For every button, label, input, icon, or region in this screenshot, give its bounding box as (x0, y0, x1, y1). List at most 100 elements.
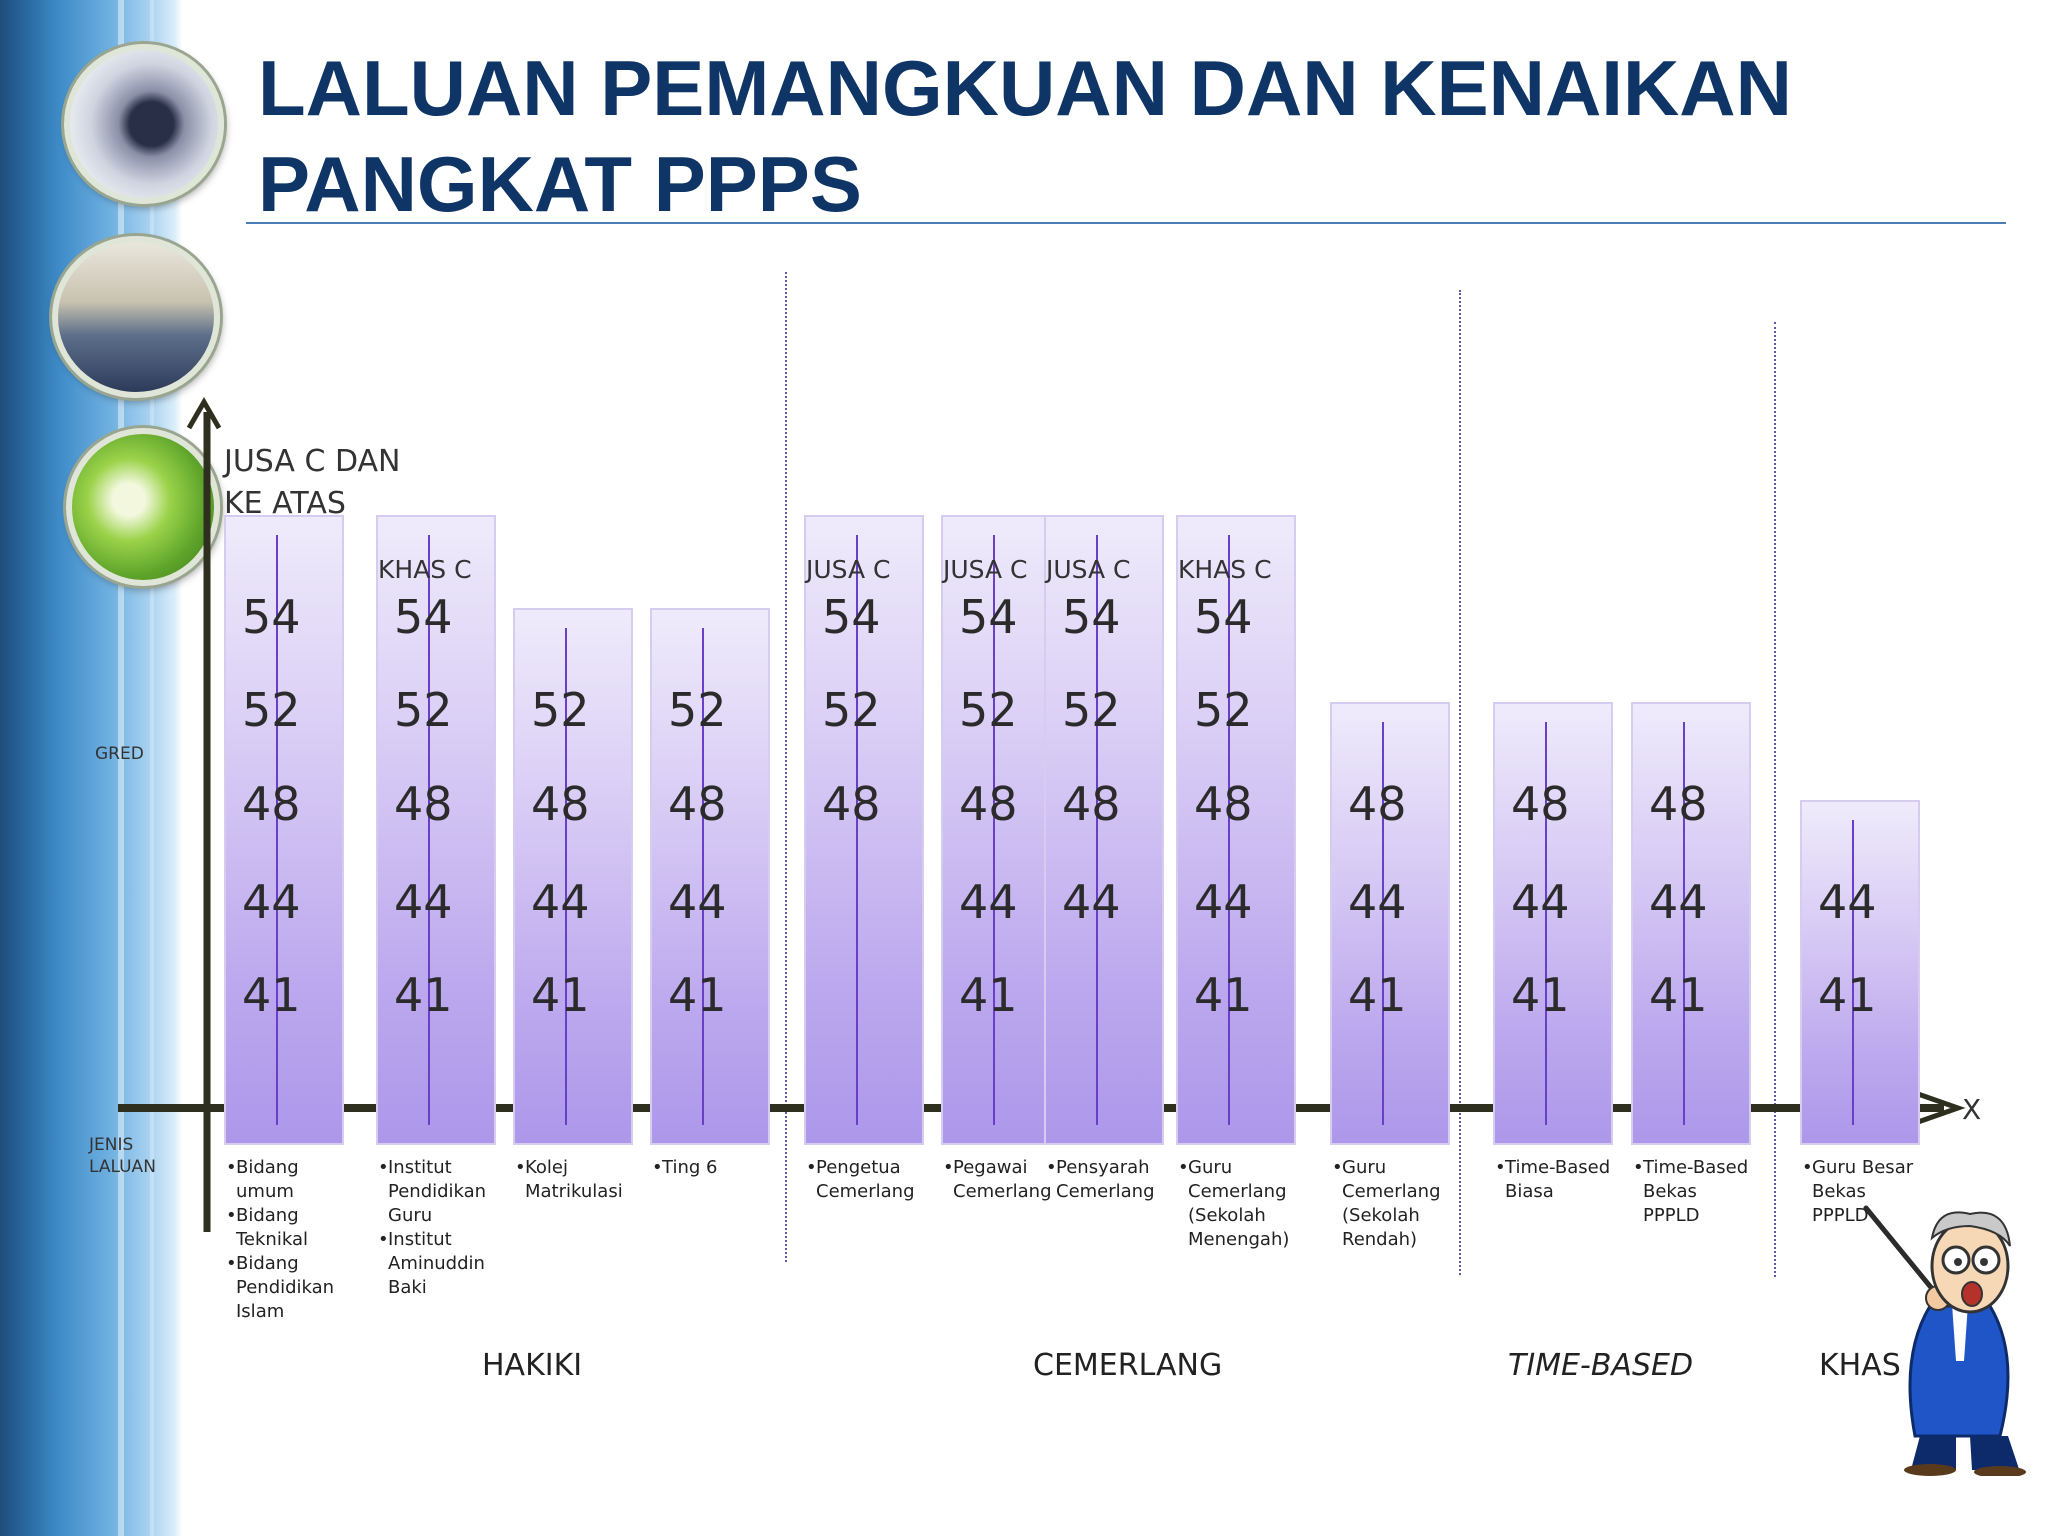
grade-value: 48 (1511, 777, 1570, 831)
route-list: Guru Cemerlang (Sekolah Rendah) (1332, 1156, 1456, 1252)
grade-value: 41 (668, 968, 727, 1022)
x-axis-marker: X (1962, 1093, 1982, 1126)
photo-assembly (52, 236, 220, 398)
grade-bar (804, 515, 924, 1145)
group-label-time-based: TIME-BASED (1508, 1348, 1694, 1383)
grade-value: 41 (1511, 968, 1570, 1022)
column-top-label: KHAS C (1178, 555, 1272, 584)
grade-bar (1493, 702, 1613, 1145)
progression-line (702, 628, 704, 1125)
column-top-label: JUSA C (1046, 555, 1131, 584)
grade-value: 54 (1062, 590, 1121, 644)
grade-value: 44 (1348, 875, 1407, 929)
progression-line (1683, 722, 1685, 1125)
progression-line (1545, 722, 1547, 1125)
route-item: Pengetua Cemerlang (806, 1156, 936, 1204)
column-top-label: KHAS C (378, 555, 472, 584)
grade-bar (1330, 702, 1450, 1145)
route-item: Institut Aminuddin Baki (378, 1228, 508, 1300)
grade-value: 48 (822, 777, 881, 831)
grade-value: 44 (1062, 875, 1121, 929)
progression-line (993, 535, 995, 1125)
photo-nature (66, 428, 220, 586)
grade-value: 52 (394, 683, 453, 737)
route-list: Bidang umumBidang TeknikalBidang Pendidi… (226, 1156, 356, 1324)
grade-value: 48 (1649, 777, 1708, 831)
route-list: Kolej Matrikulasi (515, 1156, 645, 1204)
route-list: Pegawai Cemerlang (943, 1156, 1073, 1204)
grade-value: 41 (242, 968, 301, 1022)
grade-value: 48 (531, 777, 590, 831)
column-top-label: JUSA C (806, 555, 891, 584)
grade-value: 48 (959, 777, 1018, 831)
y-axis-label: GRED (95, 744, 144, 764)
title-underline (246, 222, 2006, 224)
y-axis-arrowhead (186, 396, 222, 430)
page-title: LALUAN PEMANGKUAN DAN KENAIKAN PANGKAT P… (258, 44, 1792, 228)
route-item: Time-Based Biasa (1495, 1156, 1619, 1204)
grade-value: 41 (1348, 968, 1407, 1022)
grade-bar (376, 515, 496, 1145)
grade-value: 54 (1194, 590, 1253, 644)
grade-value: 54 (394, 590, 453, 644)
grade-bar (1800, 800, 1920, 1145)
route-item: Institut Pendidikan Guru (378, 1156, 508, 1228)
grade-bar (224, 515, 344, 1145)
route-item: Kolej Matrikulasi (515, 1156, 645, 1204)
grade-value: 44 (668, 875, 727, 929)
divider-hakiki-cemerlang (785, 272, 787, 1262)
grade-bar (650, 608, 770, 1145)
route-list: Pensyarah Cemerlang (1046, 1156, 1176, 1204)
route-list: Time-Based Bekas PPPLD (1633, 1156, 1757, 1228)
grade-bar (1044, 515, 1164, 1145)
progression-line (1852, 820, 1854, 1125)
grade-value: 52 (531, 683, 590, 737)
y-axis-top-label: JUSA C DAN KE ATAS (224, 444, 401, 521)
progression-line (276, 535, 278, 1125)
x-axis-label: JENIS LALUAN (89, 1135, 156, 1177)
route-item: Guru Cemerlang (Sekolah Menengah) (1178, 1156, 1308, 1252)
progression-line (1382, 722, 1384, 1125)
grade-value: 41 (959, 968, 1018, 1022)
route-list: Time-Based Biasa (1495, 1156, 1619, 1204)
grade-value: 41 (1194, 968, 1253, 1022)
divider-cemerlang-timebased (1459, 290, 1461, 1275)
group-label-hakiki: HAKIKI (482, 1348, 583, 1383)
grade-value: 41 (531, 968, 590, 1022)
route-item: Bidang umum (226, 1156, 356, 1204)
grade-value: 52 (1062, 683, 1121, 737)
x-axis-arrowhead (1917, 1091, 1966, 1125)
progression-line (1096, 535, 1098, 1125)
grade-bar (1631, 702, 1751, 1145)
professor-cartoon (1863, 1205, 2026, 1476)
grade-value: 48 (1062, 777, 1121, 831)
route-item: Ting 6 (652, 1156, 782, 1180)
photo-ceremony (64, 44, 224, 204)
grade-value: 52 (668, 683, 727, 737)
grade-value: 54 (959, 590, 1018, 644)
grade-value: 48 (242, 777, 301, 831)
route-list: Institut Pendidikan GuruInstitut Aminudd… (378, 1156, 508, 1300)
divider-timebased-khas (1774, 322, 1776, 1277)
grade-value: 52 (242, 683, 301, 737)
route-list: Ting 6 (652, 1156, 782, 1180)
route-item: Guru Besar Bekas PPPLD (1802, 1156, 1926, 1228)
grade-value: 52 (959, 683, 1018, 737)
grade-value: 54 (822, 590, 881, 644)
grade-value: 48 (668, 777, 727, 831)
route-list: Guru Besar Bekas PPPLD (1802, 1156, 1926, 1228)
grade-value: 44 (1511, 875, 1570, 929)
grade-value: 41 (394, 968, 453, 1022)
grade-value: 52 (822, 683, 881, 737)
grade-bar (1176, 515, 1296, 1145)
grade-value: 48 (394, 777, 453, 831)
column-top-label: JUSA C (943, 555, 1028, 584)
grade-value: 48 (1194, 777, 1253, 831)
grade-value: 44 (1818, 875, 1877, 929)
route-item: Time-Based Bekas PPPLD (1633, 1156, 1757, 1228)
route-item: Pensyarah Cemerlang (1046, 1156, 1176, 1204)
progression-line (1228, 535, 1230, 1125)
progression-line (565, 628, 567, 1125)
route-item: Pegawai Cemerlang (943, 1156, 1073, 1204)
grade-value: 41 (1818, 968, 1877, 1022)
